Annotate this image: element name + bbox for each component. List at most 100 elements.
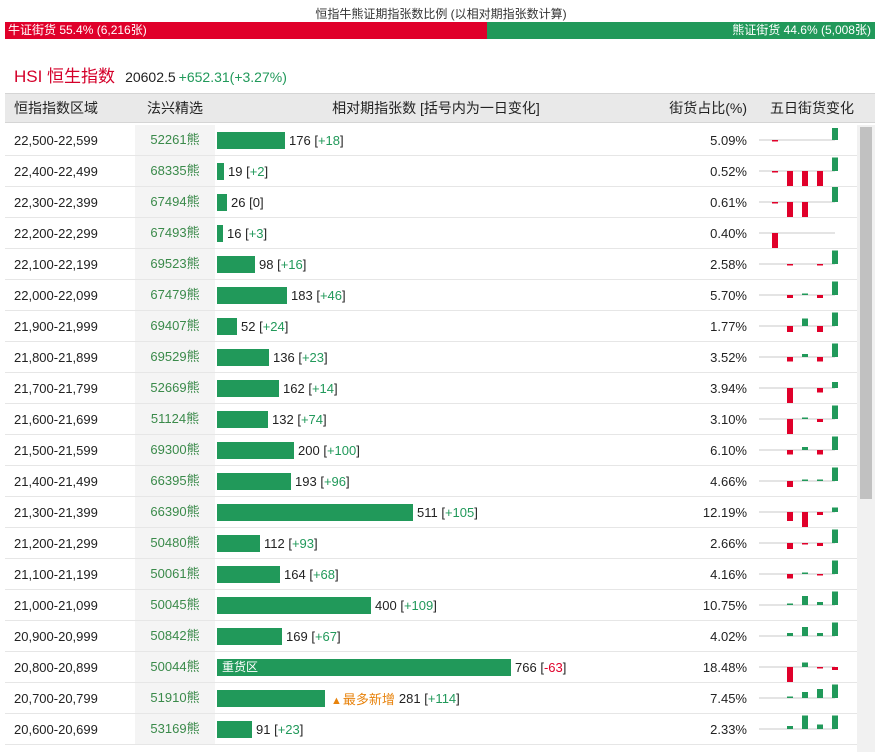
count-number: 164 [284, 566, 306, 582]
pick-link[interactable]: 69523熊 [135, 249, 215, 279]
count-number: 132 [272, 411, 294, 427]
sparkline-bar [787, 388, 793, 403]
table-row: 22,400-22,499 68335熊 19 [+2] 0.52% [5, 156, 857, 187]
pick-link[interactable]: 67493熊 [135, 218, 215, 248]
five-day-sparkline [757, 373, 857, 403]
sparkline-bar [832, 187, 838, 202]
count-value: 193 [+96] [295, 473, 350, 489]
sparkline-bar [802, 572, 808, 574]
count-bar [217, 162, 224, 180]
pick-link[interactable]: 50044熊 [135, 652, 215, 682]
sparkline-bar [832, 622, 838, 636]
range-cell: 22,200-22,299 [14, 225, 98, 241]
five-day-sparkline [757, 621, 857, 651]
index-price: 20602.5 [125, 69, 176, 85]
pct-cell: 2.58% [710, 256, 747, 272]
count-bar [217, 689, 325, 707]
count-bar [217, 224, 223, 242]
table-row: 22,300-22,399 67494熊 26 [0] 0.61% [5, 187, 857, 218]
pick-link[interactable]: 51124熊 [135, 404, 215, 434]
daily-change: +23 [301, 349, 324, 365]
daily-change: +109 [403, 597, 434, 613]
pick-link[interactable]: 67479熊 [135, 280, 215, 310]
index-name[interactable]: HSI 恒生指数 [14, 67, 116, 86]
count-bar [217, 534, 260, 552]
sparkline-bar [802, 627, 808, 636]
sparkline-bar [787, 512, 793, 521]
pick-link[interactable]: 68335熊 [135, 156, 215, 186]
count-number: 91 [256, 721, 271, 737]
sparkline-bar [787, 543, 793, 549]
pick-link[interactable]: 53169熊 [135, 714, 215, 744]
count-bar [217, 286, 287, 304]
five-day-sparkline [757, 311, 857, 341]
pick-link[interactable]: 52261熊 [135, 125, 215, 155]
pick-link[interactable]: 69529熊 [135, 342, 215, 372]
sparkline-bar [787, 696, 793, 698]
sparkline-bar [787, 357, 793, 362]
pick-link[interactable]: 50045熊 [135, 590, 215, 620]
count-number: 52 [241, 318, 256, 334]
pct-cell: 3.52% [710, 349, 747, 365]
sparkline-bar [832, 312, 838, 326]
count-number: 400 [375, 597, 397, 613]
sparkline-bar [832, 715, 838, 729]
range-cell: 22,300-22,399 [14, 194, 98, 210]
count-cell: 193 [+96] [215, 466, 657, 496]
pick-link[interactable]: 69300熊 [135, 435, 215, 465]
sparkline-bar [832, 467, 838, 481]
count-number: 162 [283, 380, 305, 396]
count-cell: 511 [+105] [215, 497, 657, 527]
daily-change: +93 [291, 535, 315, 551]
sparkline-bar [802, 479, 808, 481]
sparkline-bar [832, 591, 838, 605]
scrollbar-thumb[interactable] [860, 127, 872, 499]
five-day-sparkline [757, 187, 857, 217]
sparkline-bar [772, 171, 778, 173]
pct-cell: 4.66% [710, 473, 747, 489]
pick-link[interactable]: 51910熊 [135, 683, 215, 713]
sparkline-bar [787, 574, 793, 579]
table-row: 21,100-21,199 50061熊 164 [+68] 4.16% [5, 559, 857, 590]
sparkline-bar [832, 436, 838, 450]
count-value: 162 [+14] [283, 380, 338, 396]
table-row: 20,700-20,799 51910熊 ▲最多新增 281 [+114] 7.45% [5, 683, 857, 714]
pick-link[interactable]: 69407熊 [135, 311, 215, 341]
pick-link[interactable]: 50061熊 [135, 559, 215, 589]
count-bar [217, 131, 285, 149]
sparkline-bar [832, 667, 838, 670]
count-cell: 26 [0] [215, 187, 657, 217]
sparkline-bar [787, 326, 793, 332]
pick-link[interactable]: 67494熊 [135, 187, 215, 217]
count-number: 19 [228, 163, 243, 179]
five-day-sparkline [757, 559, 857, 589]
scrollbar[interactable] [857, 125, 875, 752]
five-day-sparkline [757, 218, 857, 248]
table-body[interactable]: 22,500-22,599 52261熊 176 [+18] 5.09% 22,400-… [5, 125, 857, 752]
sparkline-bar [802, 417, 808, 419]
sparkline-bar [802, 202, 808, 217]
count-bar [217, 379, 279, 397]
range-cell: 20,800-20,899 [14, 659, 98, 675]
pick-link[interactable]: 50480熊 [135, 528, 215, 558]
sparkline-bar [802, 354, 808, 357]
count-cell: ▲最多新增 281 [+114] [215, 683, 657, 713]
pick-link[interactable]: 50842熊 [135, 621, 215, 651]
pick-link[interactable]: 52669熊 [135, 373, 215, 403]
ratio-bar: 牛证街货 55.4% (6,216张) 熊证街货 44.6% (5,008张) [5, 22, 875, 39]
pick-link[interactable]: 66390熊 [135, 497, 215, 527]
pct-cell: 1.77% [710, 318, 747, 334]
pct-cell: 0.52% [710, 163, 747, 179]
pick-link[interactable]: 66395熊 [135, 466, 215, 496]
daily-change: +2 [249, 163, 265, 179]
table-row: 21,600-21,699 51124熊 132 [+74] 3.10% [5, 404, 857, 435]
count-value: 511 [+105] [417, 504, 478, 520]
range-cell: 21,600-21,699 [14, 411, 98, 427]
triangle-up-icon: ▲ [331, 694, 342, 707]
count-value: 26 [0] [231, 194, 264, 210]
range-cell: 20,700-20,799 [14, 690, 98, 706]
sparkline-bar [817, 419, 823, 422]
five-day-sparkline [757, 466, 857, 496]
five-day-sparkline [757, 249, 857, 279]
sparkline-bar [787, 202, 793, 217]
